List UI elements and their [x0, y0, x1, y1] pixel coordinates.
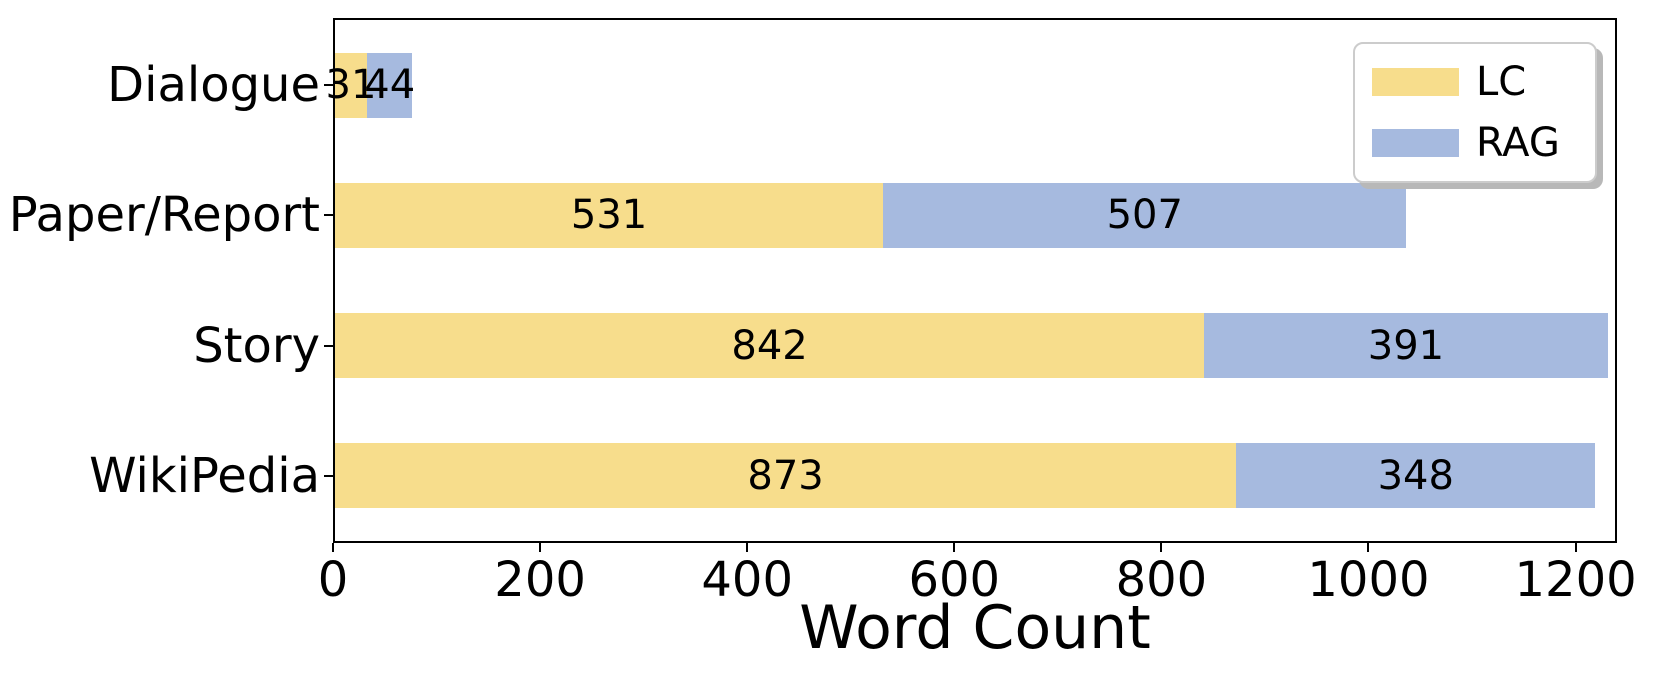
y-tick-label: Dialogue: [107, 57, 320, 114]
x-tick-label: 1200: [1514, 552, 1637, 608]
bar-segment-rag: 348: [1236, 443, 1596, 509]
bar-value-label: 348: [1377, 452, 1454, 499]
x-tick-mark: [1367, 543, 1370, 552]
y-tick-label: Paper/Report: [8, 187, 320, 244]
bar-value-label: 507: [1106, 192, 1183, 239]
bar-value-label: 531: [570, 192, 648, 239]
x-tick-label: 0: [317, 552, 349, 608]
bars-layer: 31 44 531 507 842 391 873 348: [326, 20, 1615, 541]
x-tick-mark: [746, 543, 749, 552]
bar-segment-rag: 44: [364, 52, 416, 118]
x-axis-title: Word Count: [799, 593, 1151, 663]
bar-segment-lc: 531: [335, 182, 884, 248]
bar-row-dialogue: 31 44: [326, 52, 1615, 118]
legend-swatch-lc: [1372, 68, 1459, 96]
x-tick-mark: [953, 543, 956, 552]
x-tick-label: 600: [908, 552, 1001, 608]
bar-segment-lc: 31: [326, 52, 376, 118]
y-tick-mark: [324, 474, 333, 477]
legend-label: RAG: [1476, 120, 1560, 166]
bar-row-story: 842 391: [335, 313, 1615, 379]
bar-value-label: 873: [747, 452, 824, 499]
y-tick-mark: [324, 214, 333, 217]
bar-row-wikipedia: 873 348: [335, 443, 1615, 509]
x-tick-label: 400: [701, 552, 793, 608]
bar-value-label: 842: [731, 322, 808, 369]
x-tick-label: 800: [1115, 552, 1208, 608]
legend-swatch-rag: [1372, 129, 1459, 157]
bar-segment-rag: 391: [1204, 313, 1608, 379]
x-tick-label: 1000: [1307, 552, 1430, 608]
x-tick-label: 200: [494, 552, 586, 608]
y-tick-mark: [324, 344, 333, 347]
y-tick-label: Story: [193, 317, 320, 374]
x-tick-mark: [1574, 543, 1577, 552]
bar-segment-lc: 873: [335, 443, 1237, 509]
bar-value-label: 31: [325, 62, 377, 109]
x-tick-mark: [1160, 543, 1163, 552]
x-tick-mark: [332, 543, 334, 552]
x-tick-mark: [539, 543, 542, 552]
bar-value-label: 391: [1367, 322, 1445, 369]
legend-label: LC: [1476, 59, 1527, 105]
legend-entry-lc: LC: [1372, 57, 1577, 107]
bar-value-label: 44: [364, 62, 416, 109]
legend: LC RAG: [1353, 42, 1597, 183]
y-tick-mark: [324, 84, 333, 87]
legend-entry-rag: RAG: [1372, 118, 1577, 168]
bar-row-paper-report: 531 507: [335, 182, 1615, 248]
y-tick-label: WikiPedia: [89, 447, 320, 504]
bar-segment-rag: 507: [883, 182, 1407, 248]
plot-area: 31 44 531 507 842 391 873 348 LC RAG: [326, 18, 1617, 543]
bar-segment-lc: 842: [335, 313, 1205, 379]
